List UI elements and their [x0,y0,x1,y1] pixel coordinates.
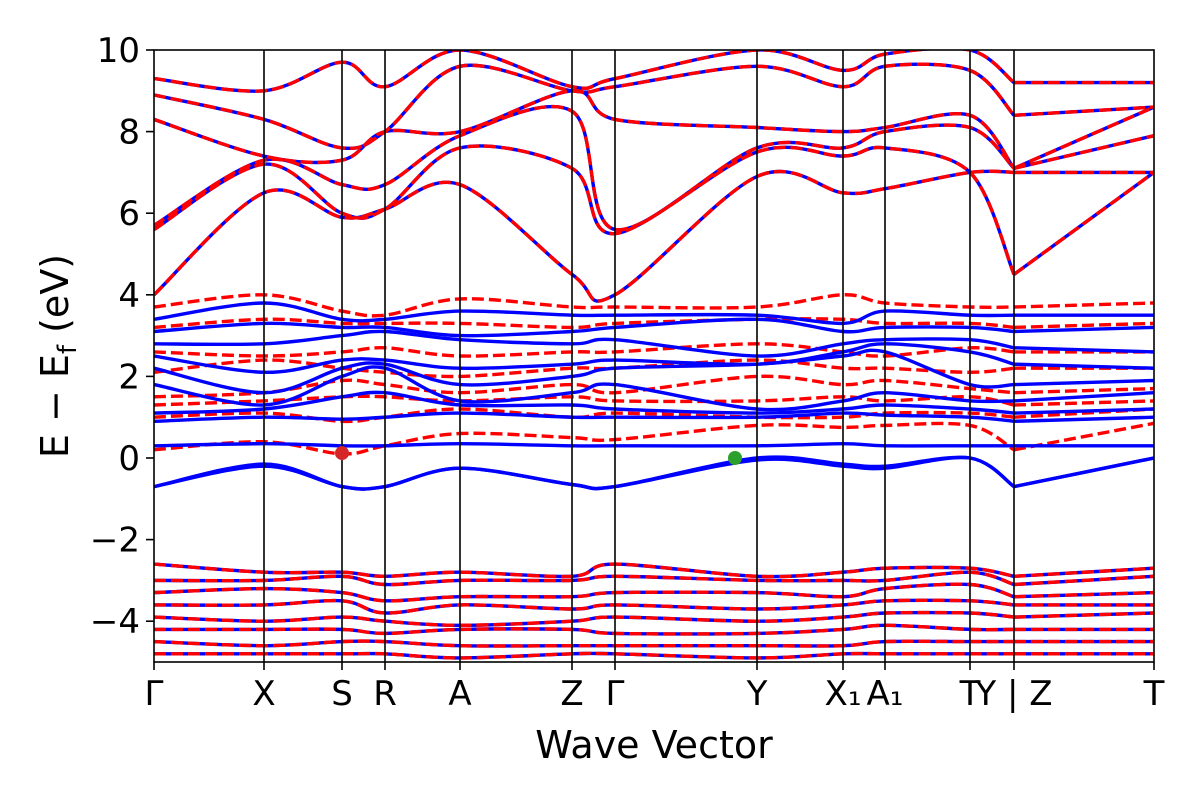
band-up-mid-6-seg-1 [1013,325,1154,334]
band-down-mid-7-seg-1 [1013,301,1154,309]
marker-cbm [335,446,349,461]
band-up-mid-3-seg-1 [1013,378,1154,387]
plot-frame [153,49,1155,663]
band-down-conduction-3-seg-1 [1013,105,1154,170]
y-axis-label-unit: (eV) [33,254,77,345]
y-axis-label-main: E − E [33,354,77,458]
x-tick-label-1: X [252,674,275,714]
y-tick-label-3: 2 [118,357,140,397]
band-down-valence-4-seg-1 [1013,611,1154,619]
kpath-lines [263,50,1015,662]
band-down-conduction-1-seg-1 [1012,171,1154,276]
y-tick-label-7: 10 [97,31,140,71]
band-down-conduction-4-seg-1 [1013,105,1154,117]
x-tick-label-6: Γ [606,674,625,714]
x-tick-label-3: R [373,674,397,714]
y-axis-label: E − Ef (eV) [33,254,83,458]
x-tick-label-9: A₁ [867,674,904,714]
band-down-mid-6-seg-1 [1013,321,1154,330]
band-down-mid-0-seg-1 [1013,421,1154,452]
band-down-conduction-1-seg-0 [154,144,1016,276]
x-tick-label-7: Y [746,674,768,714]
band-down-conduction-2-seg-1 [1013,134,1154,170]
x-tick-label-8: X₁ [825,674,862,714]
band-up-mid-5-seg-1 [1013,346,1154,354]
x-tick-label-0: Γ [145,674,164,714]
band-edge-markers [335,446,742,465]
band-down-conduction-3-seg-0 [154,89,1016,170]
band-down-valence-2-seg-1 [1013,590,1154,599]
y-tick-label-1: −2 [90,521,140,561]
y-axis-ticks: −4 −2 0 2 4 6 8 10 [90,31,154,642]
band-down-mid-3-seg-1 [1013,386,1154,395]
band-up-mid-1-seg-1 [1013,407,1154,415]
x-tick-label-5: Z [560,674,583,714]
band-up-mid-2-seg-1 [1013,391,1154,403]
band-up-flat-1-seg-1 [1013,456,1154,489]
marker-vbm [728,451,742,465]
y-axis-label-subscript: f [53,344,83,354]
x-tick-label-10: T [959,674,981,714]
band-down-mid-2-seg-1 [1013,399,1154,407]
x-axis-label: Wave Vector [535,723,773,767]
y-tick-label-0: −4 [90,602,140,642]
y-tick-label-5: 6 [118,194,140,234]
x-tick-label-2: S [331,674,353,714]
band-down-valence-0-seg-1 [1013,566,1154,578]
x-tick-label-12: T [1143,674,1165,714]
y-tick-label-2: 0 [118,439,140,479]
x-tick-label-4: A [448,674,471,714]
band-down-valence-1-seg-1 [1013,574,1154,587]
band-up-mid-4-seg-1 [1013,362,1154,370]
x-tick-label-11: Y | Z [974,674,1052,714]
band-up-mid-0-seg-1 [1013,415,1154,423]
plot-background [154,50,1154,662]
y-tick-label-4: 4 [118,276,140,316]
y-tick-label-6: 8 [118,113,140,153]
band-down-conduction-0-seg-0 [154,169,1015,303]
